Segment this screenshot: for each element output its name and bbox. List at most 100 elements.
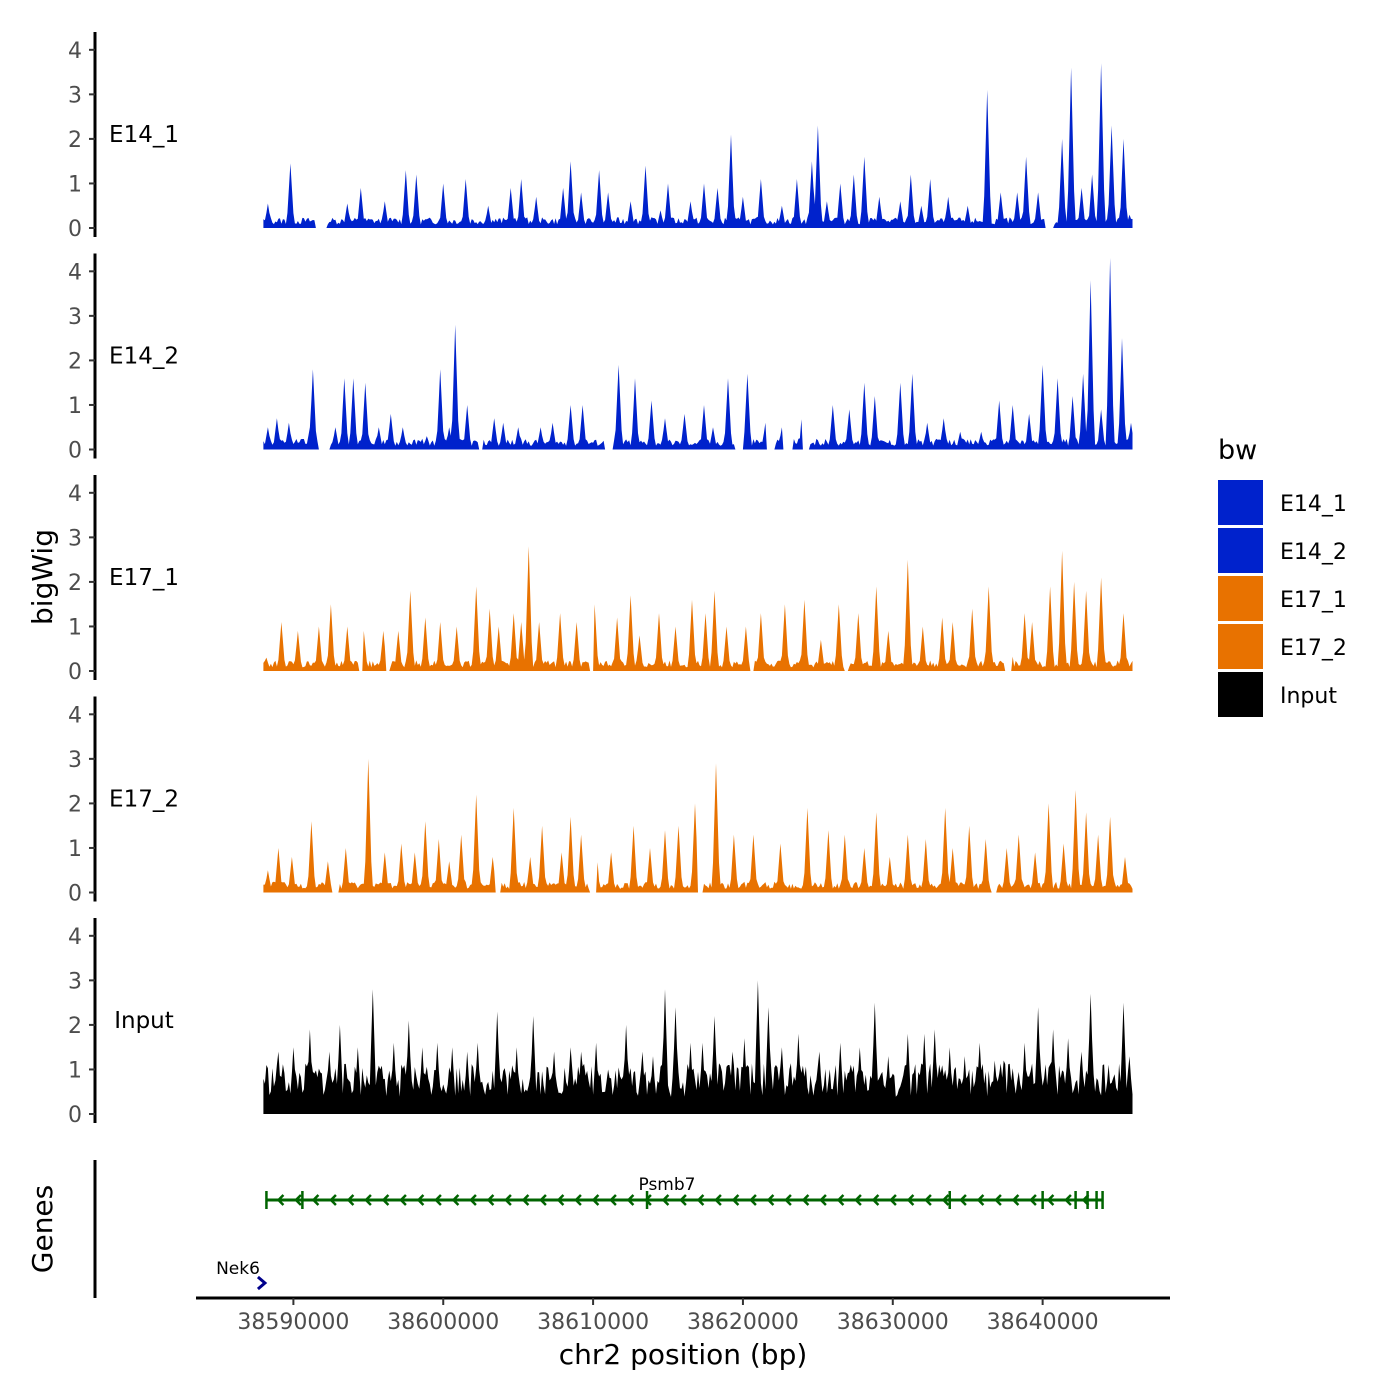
x-tick-label: 38640000 [987, 1310, 1099, 1335]
x-axis-title: chr2 position (bp) [559, 1338, 808, 1371]
track-E14_2: 0 1 2 3 4 E14_2 [68, 253, 1133, 464]
x-tick-label: 38620000 [687, 1310, 799, 1335]
strand-arrow [924, 1194, 932, 1206]
genes-axis-title: Genes [26, 1185, 59, 1273]
strand-arrow [329, 1194, 337, 1206]
strand-arrow [766, 1194, 775, 1206]
strand-arrow [486, 1194, 495, 1206]
strand-arrow [889, 1194, 897, 1206]
y-tick-label: 4 [68, 703, 82, 728]
legend-title: bw [1218, 435, 1257, 466]
legend-label: E14_1 [1280, 492, 1347, 517]
gene-Psmb7: Psmb7 [265, 1175, 1104, 1209]
y-tick-label: 3 [68, 83, 82, 108]
track-Input: 0 1 2 3 4 Input [68, 918, 1133, 1128]
y-tick-label: 1 [68, 837, 82, 862]
legend-swatch [1218, 672, 1263, 717]
legend-label: E17_2 [1280, 636, 1347, 661]
strand-arrow [1011, 1194, 1020, 1206]
y-tick-label: 4 [68, 482, 82, 507]
strand-arrow [1029, 1194, 1037, 1206]
strand-arrow [906, 1194, 915, 1206]
y-tick-label: 2 [68, 128, 82, 153]
strand-arrow [959, 1194, 967, 1206]
track-E17_1: 0 1 2 3 4 E17_1 [68, 475, 1133, 685]
strand-arrow [469, 1194, 477, 1206]
track-label: Input [114, 1008, 174, 1034]
legend-swatch [1218, 576, 1263, 621]
strand-arrow [276, 1194, 285, 1206]
strand-arrow [976, 1194, 985, 1206]
y-tick-label: 0 [68, 660, 82, 685]
tracks-group: 0 1 2 3 4 E14_1 0 1 2 3 4 E14_2 0 1 2 3 4 E17_1 0 1 2 3 4 E17_2… [68, 32, 1133, 1128]
strand-arrow [591, 1194, 600, 1206]
strand-arrow [539, 1194, 547, 1206]
strand-arrow [504, 1194, 512, 1206]
strand-arrow [399, 1194, 407, 1206]
strand-arrow [941, 1194, 950, 1206]
track-E14_1: 0 1 2 3 4 E14_1 [68, 32, 1133, 242]
strand-arrow [714, 1194, 722, 1206]
y-tick-label: 3 [68, 748, 82, 773]
strand-arrow [364, 1194, 372, 1206]
y-tick-label: 2 [68, 1014, 82, 1039]
y-tick-label: 3 [68, 305, 82, 330]
strand-arrow [574, 1194, 582, 1206]
strand-arrow [836, 1194, 845, 1206]
y-tick-label: 1 [68, 394, 82, 419]
legend-label: E14_2 [1280, 540, 1347, 565]
strand-arrow [626, 1194, 635, 1206]
strand-arrow [819, 1194, 827, 1206]
strand-arrow [381, 1194, 390, 1206]
signal-area [263, 546, 1133, 671]
x-tick-label: 38590000 [237, 1310, 349, 1335]
gene-Nek6: Nek6 [216, 1259, 268, 1291]
signal-area [263, 258, 1133, 450]
track-label: E17_1 [109, 565, 179, 591]
strand-arrow [556, 1194, 565, 1206]
strand-arrow [609, 1194, 617, 1206]
legend-label: E17_1 [1280, 588, 1347, 613]
signal-area [263, 63, 1133, 229]
legend-swatch [1218, 480, 1263, 525]
strand-arrow [434, 1194, 442, 1206]
y-tick-label: 3 [68, 526, 82, 551]
strand-arrow [679, 1194, 687, 1206]
legend-swatch [1218, 624, 1263, 669]
legend-label: Input [1280, 684, 1337, 709]
gene-label: Psmb7 [639, 1175, 696, 1195]
strand-arrow [871, 1194, 880, 1206]
legend: E14_1 E14_2 E17_1 E17_2 Input [1218, 480, 1347, 717]
strand-arrow [1064, 1194, 1072, 1206]
track-label: E14_1 [109, 122, 179, 148]
strand-arrow [731, 1194, 740, 1206]
y-tick-label: 0 [68, 882, 82, 907]
y-tick-label: 4 [68, 39, 82, 64]
y-tick-label: 2 [68, 571, 82, 596]
track-E17_2: 0 1 2 3 4 E17_2 [68, 696, 1133, 907]
track-label: E14_2 [109, 344, 179, 370]
y-tick-label: 1 [68, 615, 82, 640]
y-tick-label: 2 [68, 349, 82, 374]
signal-area [263, 758, 1133, 893]
y-tick-label: 0 [68, 1103, 82, 1128]
strand-arrow [1046, 1194, 1055, 1206]
strand-arrow [661, 1194, 670, 1206]
y-tick-label: 4 [68, 260, 82, 285]
strand-arrow [801, 1194, 810, 1206]
x-tick-label: 38610000 [537, 1310, 649, 1335]
y-tick-label: 1 [68, 172, 82, 197]
x-tick-label: 38630000 [837, 1310, 949, 1335]
strand-arrow [521, 1194, 530, 1206]
y-tick-label: 3 [68, 969, 82, 994]
y-tick-label: 0 [68, 217, 82, 242]
strand-arrow [256, 1275, 268, 1291]
track-label: E17_2 [109, 787, 179, 813]
genes-group: Psmb7 Nek6 [93, 1160, 1104, 1298]
x-axis: 38590000 38600000 38610000 38620000 38630000… [196, 1296, 1170, 1335]
y-tick-label: 1 [68, 1058, 82, 1083]
signal-area [263, 980, 1133, 1114]
strand-arrow [451, 1194, 460, 1206]
y-tick-label: 2 [68, 792, 82, 817]
